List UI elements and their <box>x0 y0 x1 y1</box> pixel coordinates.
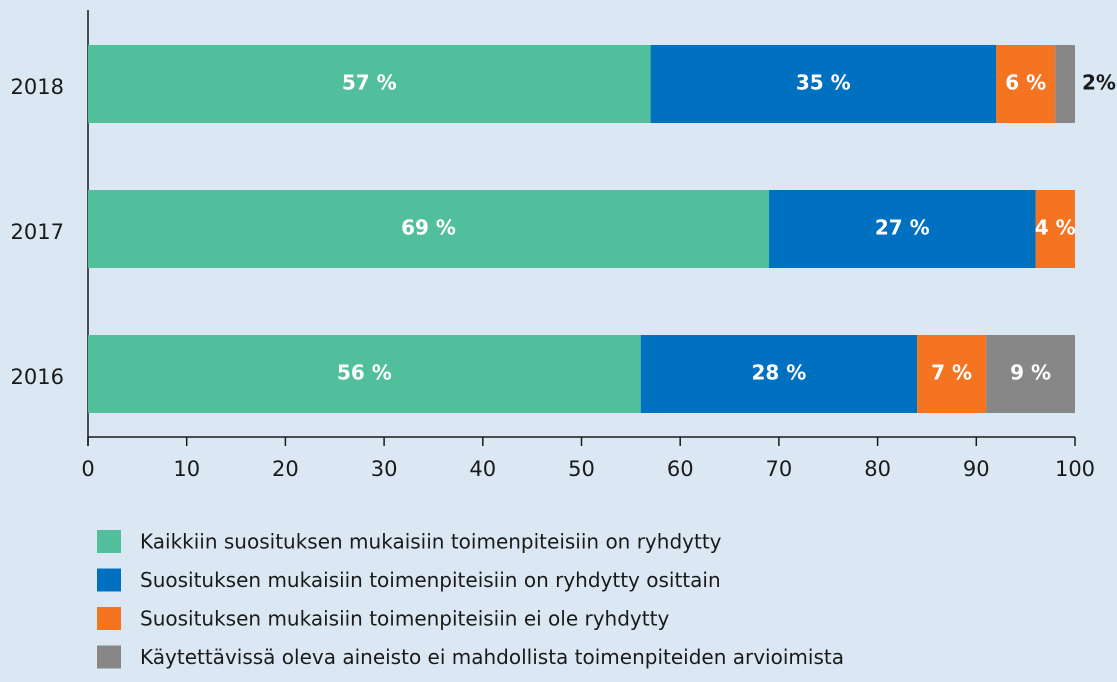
value-label: 69 % <box>401 216 456 240</box>
value-label: 7 % <box>931 361 972 385</box>
x-tick-label: 70 <box>766 457 793 481</box>
x-tick-label: 10 <box>173 457 200 481</box>
x-tick-label: 100 <box>1055 457 1095 481</box>
x-tick-label: 60 <box>667 457 694 481</box>
x-tick-label: 40 <box>469 457 496 481</box>
value-label: 56 % <box>337 361 392 385</box>
bar-segment <box>996 45 1056 123</box>
bar-segment <box>650 45 997 123</box>
x-tick-label: 50 <box>568 457 595 481</box>
bar-segment <box>88 45 651 123</box>
bar-segment <box>917 335 987 413</box>
value-label: 28 % <box>751 361 806 385</box>
legend-swatch <box>97 568 121 592</box>
legend-label: Suosituksen mukaisiin toimenpiteisiin ei… <box>140 607 669 631</box>
legend-swatch <box>97 530 121 553</box>
bar-segment <box>88 190 770 268</box>
value-label: 27 % <box>875 216 930 240</box>
bar-segment <box>1055 45 1075 123</box>
value-label: 35 % <box>796 71 851 95</box>
value-label: 6 % <box>1005 71 1046 95</box>
legend-label: Kaikkiin suosituksen mukaisiin toimenpit… <box>140 530 722 554</box>
y-tick-label: 2017 <box>11 220 64 244</box>
value-label: 57 % <box>342 71 397 95</box>
x-tick-label: 30 <box>371 457 398 481</box>
x-tick-label: 80 <box>864 457 891 481</box>
bar-segment <box>640 335 918 413</box>
bar-segment <box>88 335 641 413</box>
value-label: 4 % <box>1035 216 1076 240</box>
legend-label: Suosituksen mukaisiin toimenpiteisiin on… <box>140 568 721 592</box>
x-tick-label: 20 <box>272 457 299 481</box>
x-tick-label: 0 <box>81 457 94 481</box>
y-tick-label: 2018 <box>11 75 64 99</box>
bar-segment <box>986 335 1075 413</box>
y-tick-label: 2016 <box>11 365 64 389</box>
legend-swatch <box>97 645 121 669</box>
legend-swatch <box>97 607 121 630</box>
value-label: 2% <box>1082 71 1116 95</box>
bar-segment <box>769 190 1036 268</box>
legend-label: Käytettävissä oleva aineisto ei mahdolli… <box>140 645 844 669</box>
x-tick-label: 90 <box>963 457 990 481</box>
value-label: 9 % <box>1010 361 1051 385</box>
bar-segment <box>1035 190 1075 268</box>
